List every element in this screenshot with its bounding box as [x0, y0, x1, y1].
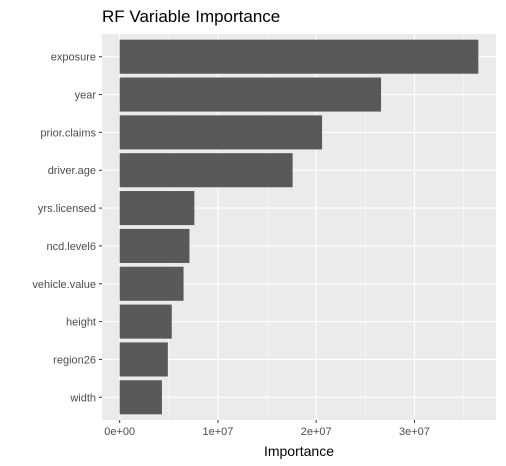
x-tick-label: 1e+07: [202, 426, 233, 438]
x-tick-label: 2e+07: [301, 426, 332, 438]
y-tick-label: yrs.licensed: [38, 203, 96, 215]
y-axis: exposure year prior.claims driver.age yrs.li…: [32, 52, 102, 404]
bar-year: [119, 77, 382, 112]
chart-title: RF Variable Importance: [102, 7, 280, 26]
y-tick-label: width: [69, 392, 96, 404]
y-tick-label: year: [75, 90, 97, 102]
y-tick-label: height: [66, 317, 96, 329]
y-tick-label: ncd.level6: [46, 241, 96, 253]
bar-prior.claims: [119, 115, 323, 150]
bar-height: [119, 304, 172, 339]
bar-ncd.level6: [119, 228, 190, 263]
y-tick-label: region26: [53, 354, 96, 366]
x-axis: 0e+00 1e+07 2e+07 3e+07: [104, 420, 430, 438]
bar-region26: [119, 342, 168, 377]
bar-width: [119, 380, 162, 415]
bar-vehicle.value: [119, 266, 184, 301]
y-tick-label: prior.claims: [40, 127, 96, 139]
x-tick-label: 3e+07: [399, 426, 430, 438]
x-tick-label: 0e+00: [104, 426, 135, 438]
y-tick-label: vehicle.value: [32, 279, 96, 291]
x-axis-title: Importance: [264, 443, 334, 459]
bar-driver.age: [119, 153, 293, 188]
y-tick-label: driver.age: [48, 165, 96, 177]
bars: [119, 39, 479, 415]
bar-yrs.licensed: [119, 191, 195, 226]
bar-exposure: [119, 39, 479, 74]
y-tick-label: exposure: [51, 52, 96, 64]
